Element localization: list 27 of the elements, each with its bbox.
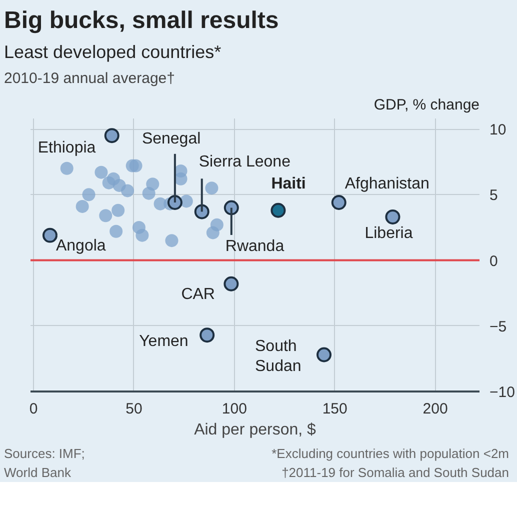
x-axis-title: Aid per person, $ [194,422,316,439]
x-tick-label: 200 [422,400,448,418]
annotation: Senegal [142,130,201,148]
y-tick-label: −10 [490,384,515,402]
annotation: Afghanistan [344,176,430,193]
text: *Excluding countries with population <2m †2011-19 for Somalia and South Sudan [272,445,509,482]
y-tick-label: 5 [490,188,498,205]
chart-title: Big bucks, small results [4,6,279,36]
source-note: Sources: IMF; World Bank [4,445,85,482]
annotation: CAR [181,286,215,304]
annotation: Sierra Leone [198,154,291,172]
annotation: Ethiopia [38,140,96,157]
annotation: South Sudan [255,338,302,376]
x-tick-label: 0 [29,400,38,418]
annotation: Yemen [139,333,188,350]
y-tick-label: 10 [490,122,506,139]
x-tick-label: 50 [126,400,142,418]
y-axis-title: GDP, % change [374,96,480,114]
annotation: Haiti [271,176,306,193]
annotation: Rwanda [225,238,284,256]
y-tick-label: 0 [490,253,498,270]
annotation: Liberia [364,225,413,242]
x-tick-label: 100 [222,400,247,418]
chart-subtitle: Least developed countries* 2010-19 annual average† [4,41,222,89]
annotation: Angola [56,238,106,255]
y-tick-label: −5 [490,318,507,336]
x-tick-label: 150 [322,400,348,418]
